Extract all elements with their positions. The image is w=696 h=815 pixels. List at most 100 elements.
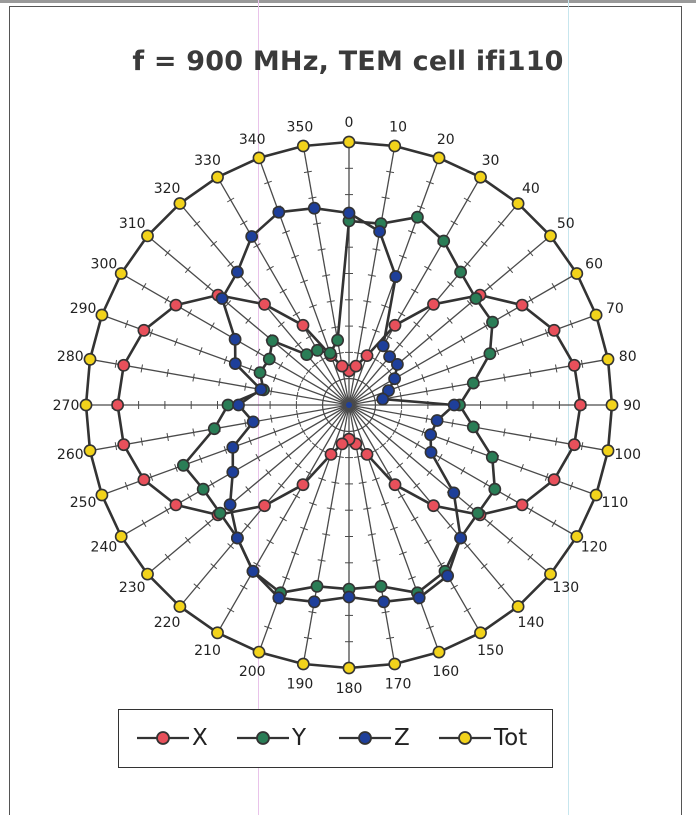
spoke-tick <box>507 536 514 544</box>
spoke-tick <box>311 442 319 449</box>
legend-entry-z: Z <box>339 710 410 766</box>
data-point-x <box>258 297 271 311</box>
spoke-tick <box>520 338 524 346</box>
spoke-tick <box>226 197 235 203</box>
spoke-tick <box>483 322 489 330</box>
spoke-tick <box>291 254 299 259</box>
data-point-x <box>515 498 529 512</box>
spoke-tick <box>413 321 421 328</box>
spoke-tick <box>372 329 380 333</box>
spoke-tick <box>470 446 475 454</box>
spoke-tick <box>503 373 506 382</box>
spoke-tick <box>495 347 500 355</box>
data-point-x <box>360 349 374 362</box>
spoke-tick <box>205 519 211 527</box>
data-point-z <box>383 350 396 363</box>
data-point-tot <box>211 170 224 184</box>
angle-label: 190 <box>287 677 314 693</box>
data-point-tot <box>173 600 187 613</box>
data-point-y <box>486 315 499 329</box>
data-point-z <box>226 440 240 454</box>
angle-label: 210 <box>194 643 221 659</box>
spoke-tick <box>414 440 420 449</box>
data-point-x <box>117 438 131 452</box>
spoke-tick <box>318 356 327 362</box>
spoke-tick <box>413 482 421 489</box>
spoke-tick <box>363 300 372 303</box>
spoke-tick <box>210 240 218 247</box>
spoke-tick <box>245 317 252 324</box>
spoke-tick <box>193 220 201 227</box>
legend: X Y Z Tot <box>118 709 553 768</box>
data-point-z <box>454 531 467 545</box>
spoke-tick <box>569 320 574 328</box>
spoke-tick <box>223 446 228 454</box>
spoke-tick <box>265 469 272 477</box>
data-point-z <box>228 332 242 346</box>
spoke-tick <box>520 464 524 472</box>
spoke-tick <box>386 367 393 375</box>
data-point-tot <box>173 197 187 210</box>
angle-label: 280 <box>57 349 84 365</box>
spoke-tick <box>244 522 251 529</box>
spoke-tick <box>421 428 425 436</box>
spoke-tick <box>322 533 331 536</box>
data-point-z <box>307 595 321 609</box>
spoke-tick <box>529 369 532 378</box>
top-border-line <box>0 0 696 3</box>
spoke-tick <box>313 222 322 225</box>
angle-label: 180 <box>336 681 363 697</box>
spoke-tick <box>273 374 277 382</box>
data-point-x <box>360 447 374 461</box>
spoke-tick <box>297 419 302 427</box>
data-point-tot <box>605 398 619 412</box>
spoke-tick <box>399 254 407 259</box>
spoke-tick <box>141 519 147 528</box>
angle-label: 290 <box>70 301 97 317</box>
spoke-tick <box>282 576 290 580</box>
spoke-tick <box>426 469 433 477</box>
spoke-tick <box>408 230 416 234</box>
spoke-tick <box>460 335 466 343</box>
spoke-tick <box>317 248 326 251</box>
data-point-y <box>485 450 499 464</box>
spoke-tick <box>371 356 380 362</box>
data-point-y <box>323 346 337 360</box>
spoke-tick <box>277 321 285 328</box>
data-point-x <box>427 297 440 311</box>
spoke-tick <box>437 453 443 462</box>
data-point-z <box>447 486 461 500</box>
data-point-tot <box>141 567 154 581</box>
angle-label: 240 <box>91 540 118 556</box>
spoke-tick <box>198 455 203 463</box>
spoke-tick <box>226 607 235 613</box>
spoke-tick <box>184 536 191 544</box>
spoke-tick <box>381 304 389 308</box>
spoke-tick <box>322 274 331 277</box>
spoke-tick <box>569 482 574 490</box>
data-point-tot <box>114 267 128 280</box>
data-point-z <box>376 339 390 353</box>
spoke-tick <box>140 437 143 446</box>
data-point-x <box>169 298 183 312</box>
spoke-tick <box>300 526 308 531</box>
spoke-tick <box>300 279 308 284</box>
data-point-z <box>272 591 286 605</box>
spoke-tick <box>396 462 404 469</box>
spoke-tick <box>426 180 434 185</box>
data-point-tot <box>95 488 109 502</box>
spoke-tick <box>317 559 326 562</box>
spoke-tick <box>223 356 228 364</box>
angle-label: 60 <box>585 257 603 273</box>
spoke-tick <box>270 414 273 423</box>
data-point-z <box>272 205 286 219</box>
data-point-x <box>169 498 183 512</box>
spoke-tick <box>437 561 445 567</box>
spoke-tick <box>381 611 390 614</box>
spoke-tick <box>505 309 511 317</box>
angle-label: 120 <box>581 540 608 556</box>
spoke-tick <box>209 480 215 488</box>
spoke-tick <box>406 350 413 358</box>
data-point-z <box>390 357 404 371</box>
data-point-z <box>230 265 244 279</box>
